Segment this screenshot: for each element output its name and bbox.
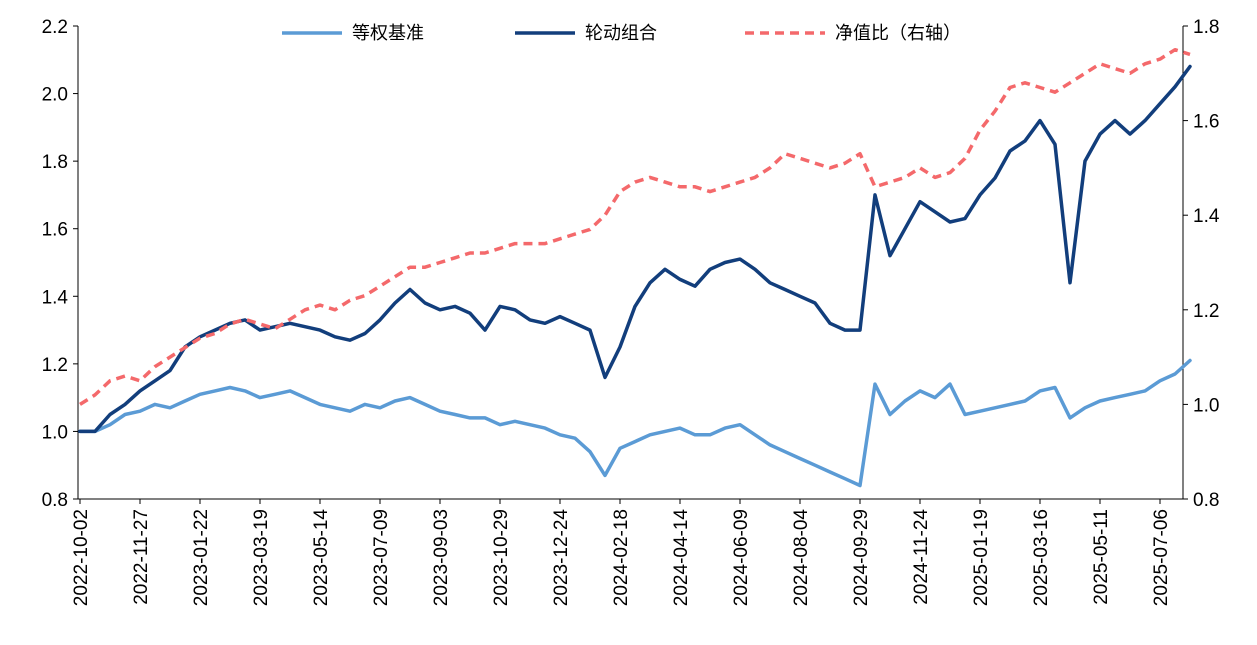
- x-tick-label: 2023-05-14: [311, 509, 332, 607]
- y-left-tick-label: 1.4: [42, 287, 69, 308]
- x-tick-label: 2024-09-29: [851, 509, 872, 606]
- y-right-tick-label: 1.0: [1193, 395, 1219, 416]
- x-tick-label: 2023-09-03: [431, 509, 452, 606]
- x-tick-label: 2022-11-27: [131, 509, 152, 605]
- x-tick-label: 2023-12-24: [551, 509, 572, 607]
- y-left-tick-label: 2.0: [42, 85, 68, 106]
- x-tick-label: 2024-02-18: [611, 509, 632, 606]
- y-left-tick-label: 2.2: [42, 17, 68, 38]
- y-left-tick-label: 1.8: [42, 152, 68, 173]
- x-tick-label: 2025-07-06: [1151, 509, 1172, 606]
- legend: 等权基准 轮动组合 净值比（右轴）: [282, 23, 961, 44]
- y-right-tick-label: 1.8: [1193, 17, 1219, 38]
- x-tick-label: 2024-11-24: [911, 509, 932, 605]
- y-left-tick-label: 0.8: [42, 490, 68, 511]
- y-right-tick-label: 1.2: [1193, 301, 1219, 322]
- x-tick-label: 2023-07-09: [371, 509, 392, 606]
- series-line-2: [79, 47, 1191, 406]
- series-line-0: [78, 358, 1192, 488]
- series-layer: [78, 47, 1192, 488]
- x-tick-label: 2025-01-19: [971, 509, 992, 606]
- x-tick-label: 2025-05-11: [1091, 509, 1112, 605]
- legend-label-2: 净值比（右轴）: [835, 23, 961, 44]
- x-tick-label: 2022-10-02: [71, 509, 92, 606]
- y-left-tick-label: 1.6: [42, 220, 68, 241]
- y-right-tick-label: 0.8: [1193, 490, 1219, 511]
- legend-label-0: 等权基准: [352, 23, 424, 44]
- x-tick-label: 2023-01-22: [191, 509, 212, 606]
- x-tick-label: 2024-04-14: [671, 509, 692, 607]
- x-tick-label: 2023-03-19: [251, 509, 272, 606]
- y-left-tick-label: 1.2: [42, 355, 68, 376]
- series-line-1: [78, 64, 1192, 434]
- legend-label-1: 轮动组合: [585, 23, 657, 44]
- y-right-tick-label: 1.4: [1193, 206, 1220, 227]
- x-tick-label: 2023-10-29: [491, 509, 512, 606]
- x-tick-label: 2024-08-04: [791, 509, 812, 607]
- x-tick-label: 2025-03-16: [1031, 509, 1052, 606]
- axes-layer: 0.8 1.0 1.2 1.4 1.6 1.8 2.0 2.2 0.8 1.0 1.2 1.4 1.6 1…: [42, 17, 1220, 606]
- x-tick-label: 2024-06-09: [731, 509, 752, 606]
- y-left-tick-label: 1.0: [42, 422, 68, 443]
- y-right-tick-label: 1.6: [1193, 112, 1219, 133]
